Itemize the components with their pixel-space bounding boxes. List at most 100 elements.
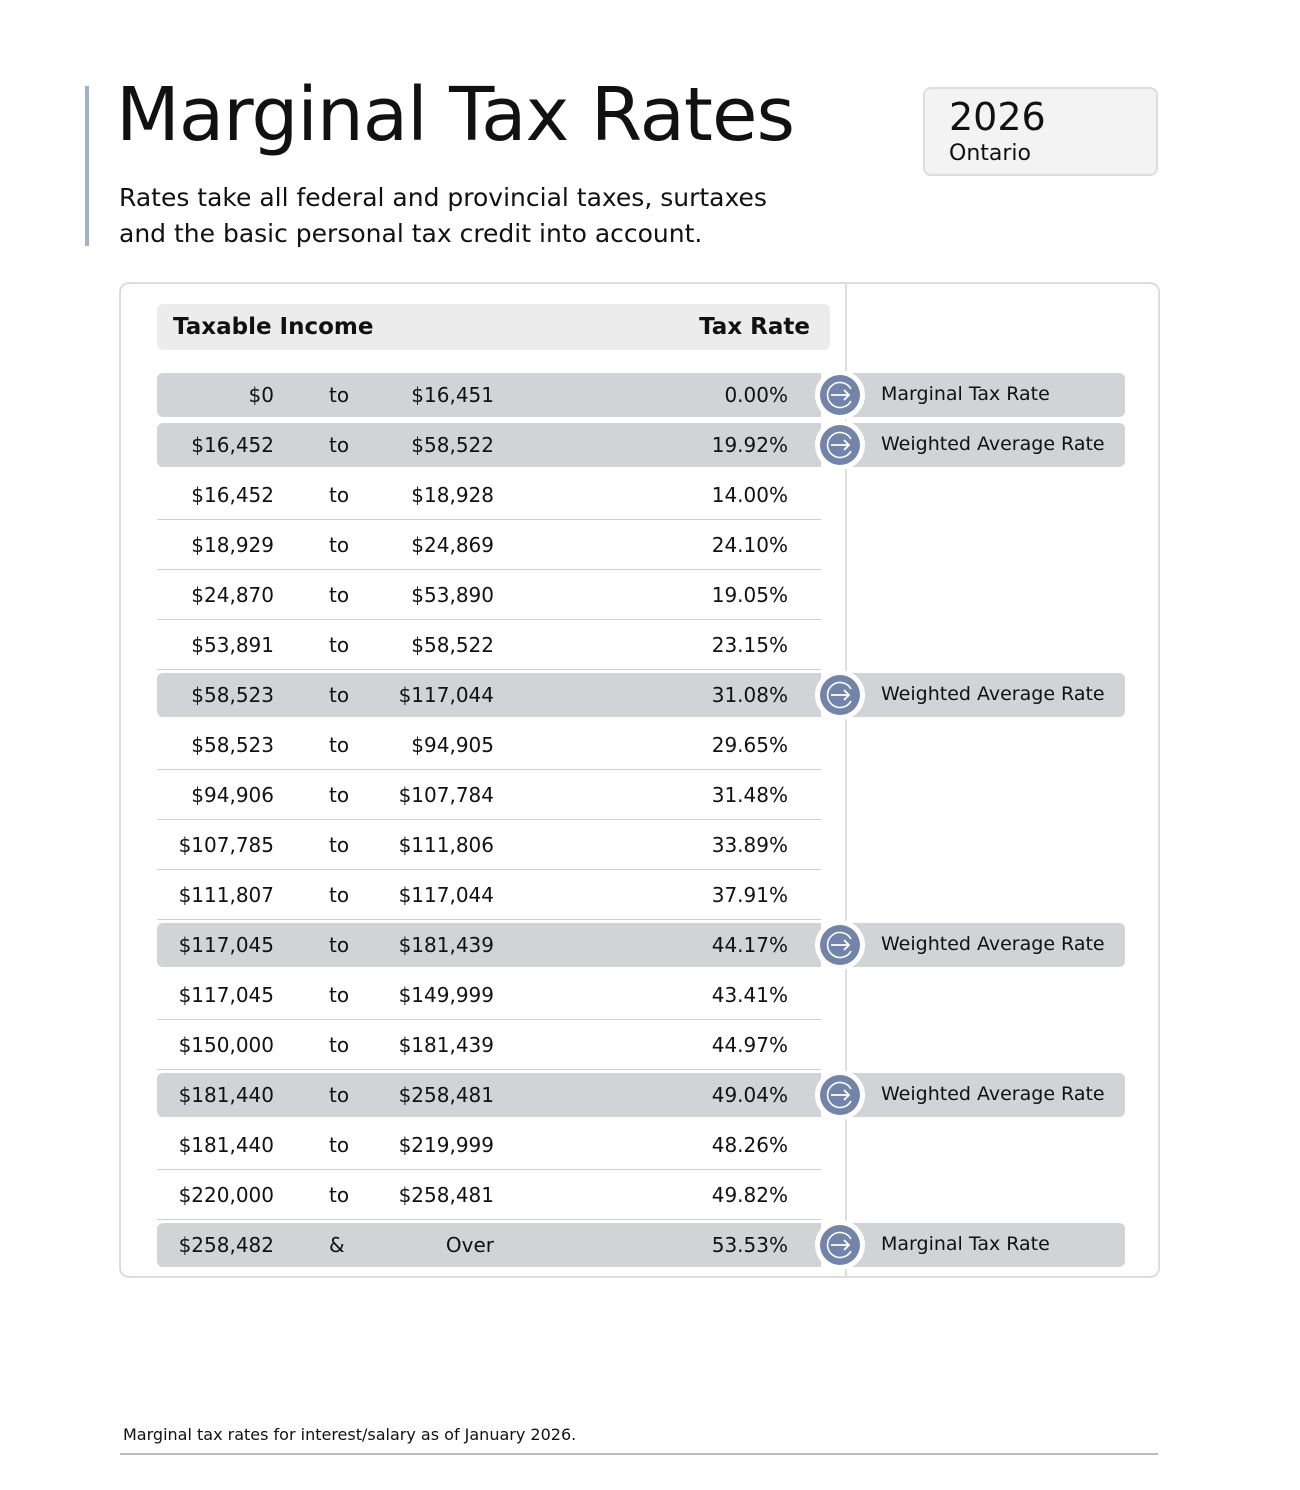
table-row: $58,523 to $117,044 31.08% [157, 673, 821, 717]
income-to: $18,928 [411, 483, 494, 507]
year: 2026 [949, 95, 1046, 139]
arrow-right-circle-icon [815, 420, 865, 470]
rate-type-label: Weighted Average Rate [846, 1073, 1125, 1117]
income-from: $58,523 [191, 683, 274, 707]
income-from: $181,440 [178, 1133, 274, 1157]
header-tax-rate: Tax Rate [699, 314, 810, 340]
income-to: $117,044 [398, 683, 494, 707]
tax-rate: 33.89% [711, 833, 788, 857]
income-to: $258,481 [398, 1083, 494, 1107]
income-separator: & [329, 1233, 345, 1257]
income-to: $24,869 [411, 533, 494, 557]
income-from: $94,906 [191, 783, 274, 807]
income-from: $117,045 [178, 933, 274, 957]
tax-rate: 31.48% [711, 783, 788, 807]
income-separator: to [329, 1083, 350, 1107]
income-to: $107,784 [398, 783, 494, 807]
income-from: $111,807 [178, 883, 274, 907]
table-row: $0 to $16,451 0.00% [157, 373, 821, 417]
income-separator: to [329, 583, 350, 607]
income-from: $16,452 [191, 433, 274, 457]
year-province-badge: 2026 Ontario [923, 87, 1158, 176]
footnote: Marginal tax rates for interest/salary a… [123, 1425, 577, 1444]
rate-type-text: Weighted Average Rate [881, 683, 1105, 705]
income-to: Over [445, 1233, 494, 1257]
header-taxable-income: Taxable Income [173, 314, 374, 340]
rate-type-label: Weighted Average Rate [846, 673, 1125, 717]
income-to: $58,522 [411, 433, 494, 457]
tax-rate: 31.08% [711, 683, 788, 707]
rate-type-text: Weighted Average Rate [881, 933, 1105, 955]
accent-bar [85, 86, 89, 246]
income-separator: to [329, 633, 350, 657]
income-separator: to [329, 1133, 350, 1157]
tax-rate: 44.17% [711, 933, 788, 957]
tax-rate: 23.15% [711, 633, 788, 657]
income-separator: to [329, 683, 350, 707]
income-from: $150,000 [178, 1033, 274, 1057]
table-row: $18,929 to $24,869 24.10% [157, 523, 821, 570]
table-row: $181,440 to $258,481 49.04% [157, 1073, 821, 1117]
income-to: $181,439 [398, 1033, 494, 1057]
income-from: $0 [248, 383, 274, 407]
rate-type-label: Marginal Tax Rate [846, 373, 1125, 417]
table-row: $117,045 to $181,439 44.17% [157, 923, 821, 967]
tax-rate: 37.91% [711, 883, 788, 907]
table-row: $24,870 to $53,890 19.05% [157, 573, 821, 620]
income-from: $117,045 [178, 983, 274, 1007]
tax-rate: 19.05% [711, 583, 788, 607]
rate-type-label: Weighted Average Rate [846, 923, 1125, 967]
tax-rate: 43.41% [711, 983, 788, 1007]
income-separator: to [329, 983, 350, 1007]
tax-rate: 14.00% [711, 483, 788, 507]
income-separator: to [329, 733, 350, 757]
table-row: $258,482 & Over 53.53% [157, 1223, 821, 1267]
rate-type-label: Marginal Tax Rate [846, 1223, 1125, 1267]
footer-rule [120, 1453, 1158, 1455]
tax-rate: 0.00% [724, 383, 788, 407]
income-separator: to [329, 833, 350, 857]
table-row: $58,523 to $94,905 29.65% [157, 723, 821, 770]
arrow-right-circle-icon [815, 370, 865, 420]
income-from: $58,523 [191, 733, 274, 757]
table-row: $94,906 to $107,784 31.48% [157, 773, 821, 820]
income-from: $107,785 [178, 833, 274, 857]
tax-rate: 53.53% [711, 1233, 788, 1257]
income-to: $111,806 [398, 833, 494, 857]
income-from: $16,452 [191, 483, 274, 507]
rate-type-text: Weighted Average Rate [881, 1083, 1105, 1105]
income-separator: to [329, 783, 350, 807]
income-from: $258,482 [178, 1233, 274, 1257]
income-to: $117,044 [398, 883, 494, 907]
income-from: $181,440 [178, 1083, 274, 1107]
tax-rate: 24.10% [711, 533, 788, 557]
income-to: $219,999 [398, 1133, 494, 1157]
arrow-right-circle-icon [815, 920, 865, 970]
rate-type-text: Weighted Average Rate [881, 433, 1105, 455]
income-separator: to [329, 383, 350, 407]
income-from: $53,891 [191, 633, 274, 657]
income-to: $258,481 [398, 1183, 494, 1207]
rate-type-text: Marginal Tax Rate [881, 383, 1050, 405]
table-row: $16,452 to $58,522 19.92% [157, 423, 821, 467]
tax-rate: 48.26% [711, 1133, 788, 1157]
income-to: $181,439 [398, 933, 494, 957]
arrow-right-circle-icon [815, 670, 865, 720]
tax-rate: 29.65% [711, 733, 788, 757]
table-row: $107,785 to $111,806 33.89% [157, 823, 821, 870]
tax-rate: 19.92% [711, 433, 788, 457]
province: Ontario [949, 141, 1031, 166]
arrow-right-circle-icon [815, 1220, 865, 1270]
table-header: Taxable Income Tax Rate [157, 304, 830, 350]
income-separator: to [329, 1033, 350, 1057]
table-row: $53,891 to $58,522 23.15% [157, 623, 821, 670]
income-to: $16,451 [411, 383, 494, 407]
income-to: $149,999 [398, 983, 494, 1007]
income-to: $94,905 [411, 733, 494, 757]
income-to: $58,522 [411, 633, 494, 657]
page-subtitle: Rates take all federal and provincial ta… [119, 183, 767, 248]
income-to: $53,890 [411, 583, 494, 607]
income-from: $24,870 [191, 583, 274, 607]
tax-rate: 44.97% [711, 1033, 788, 1057]
